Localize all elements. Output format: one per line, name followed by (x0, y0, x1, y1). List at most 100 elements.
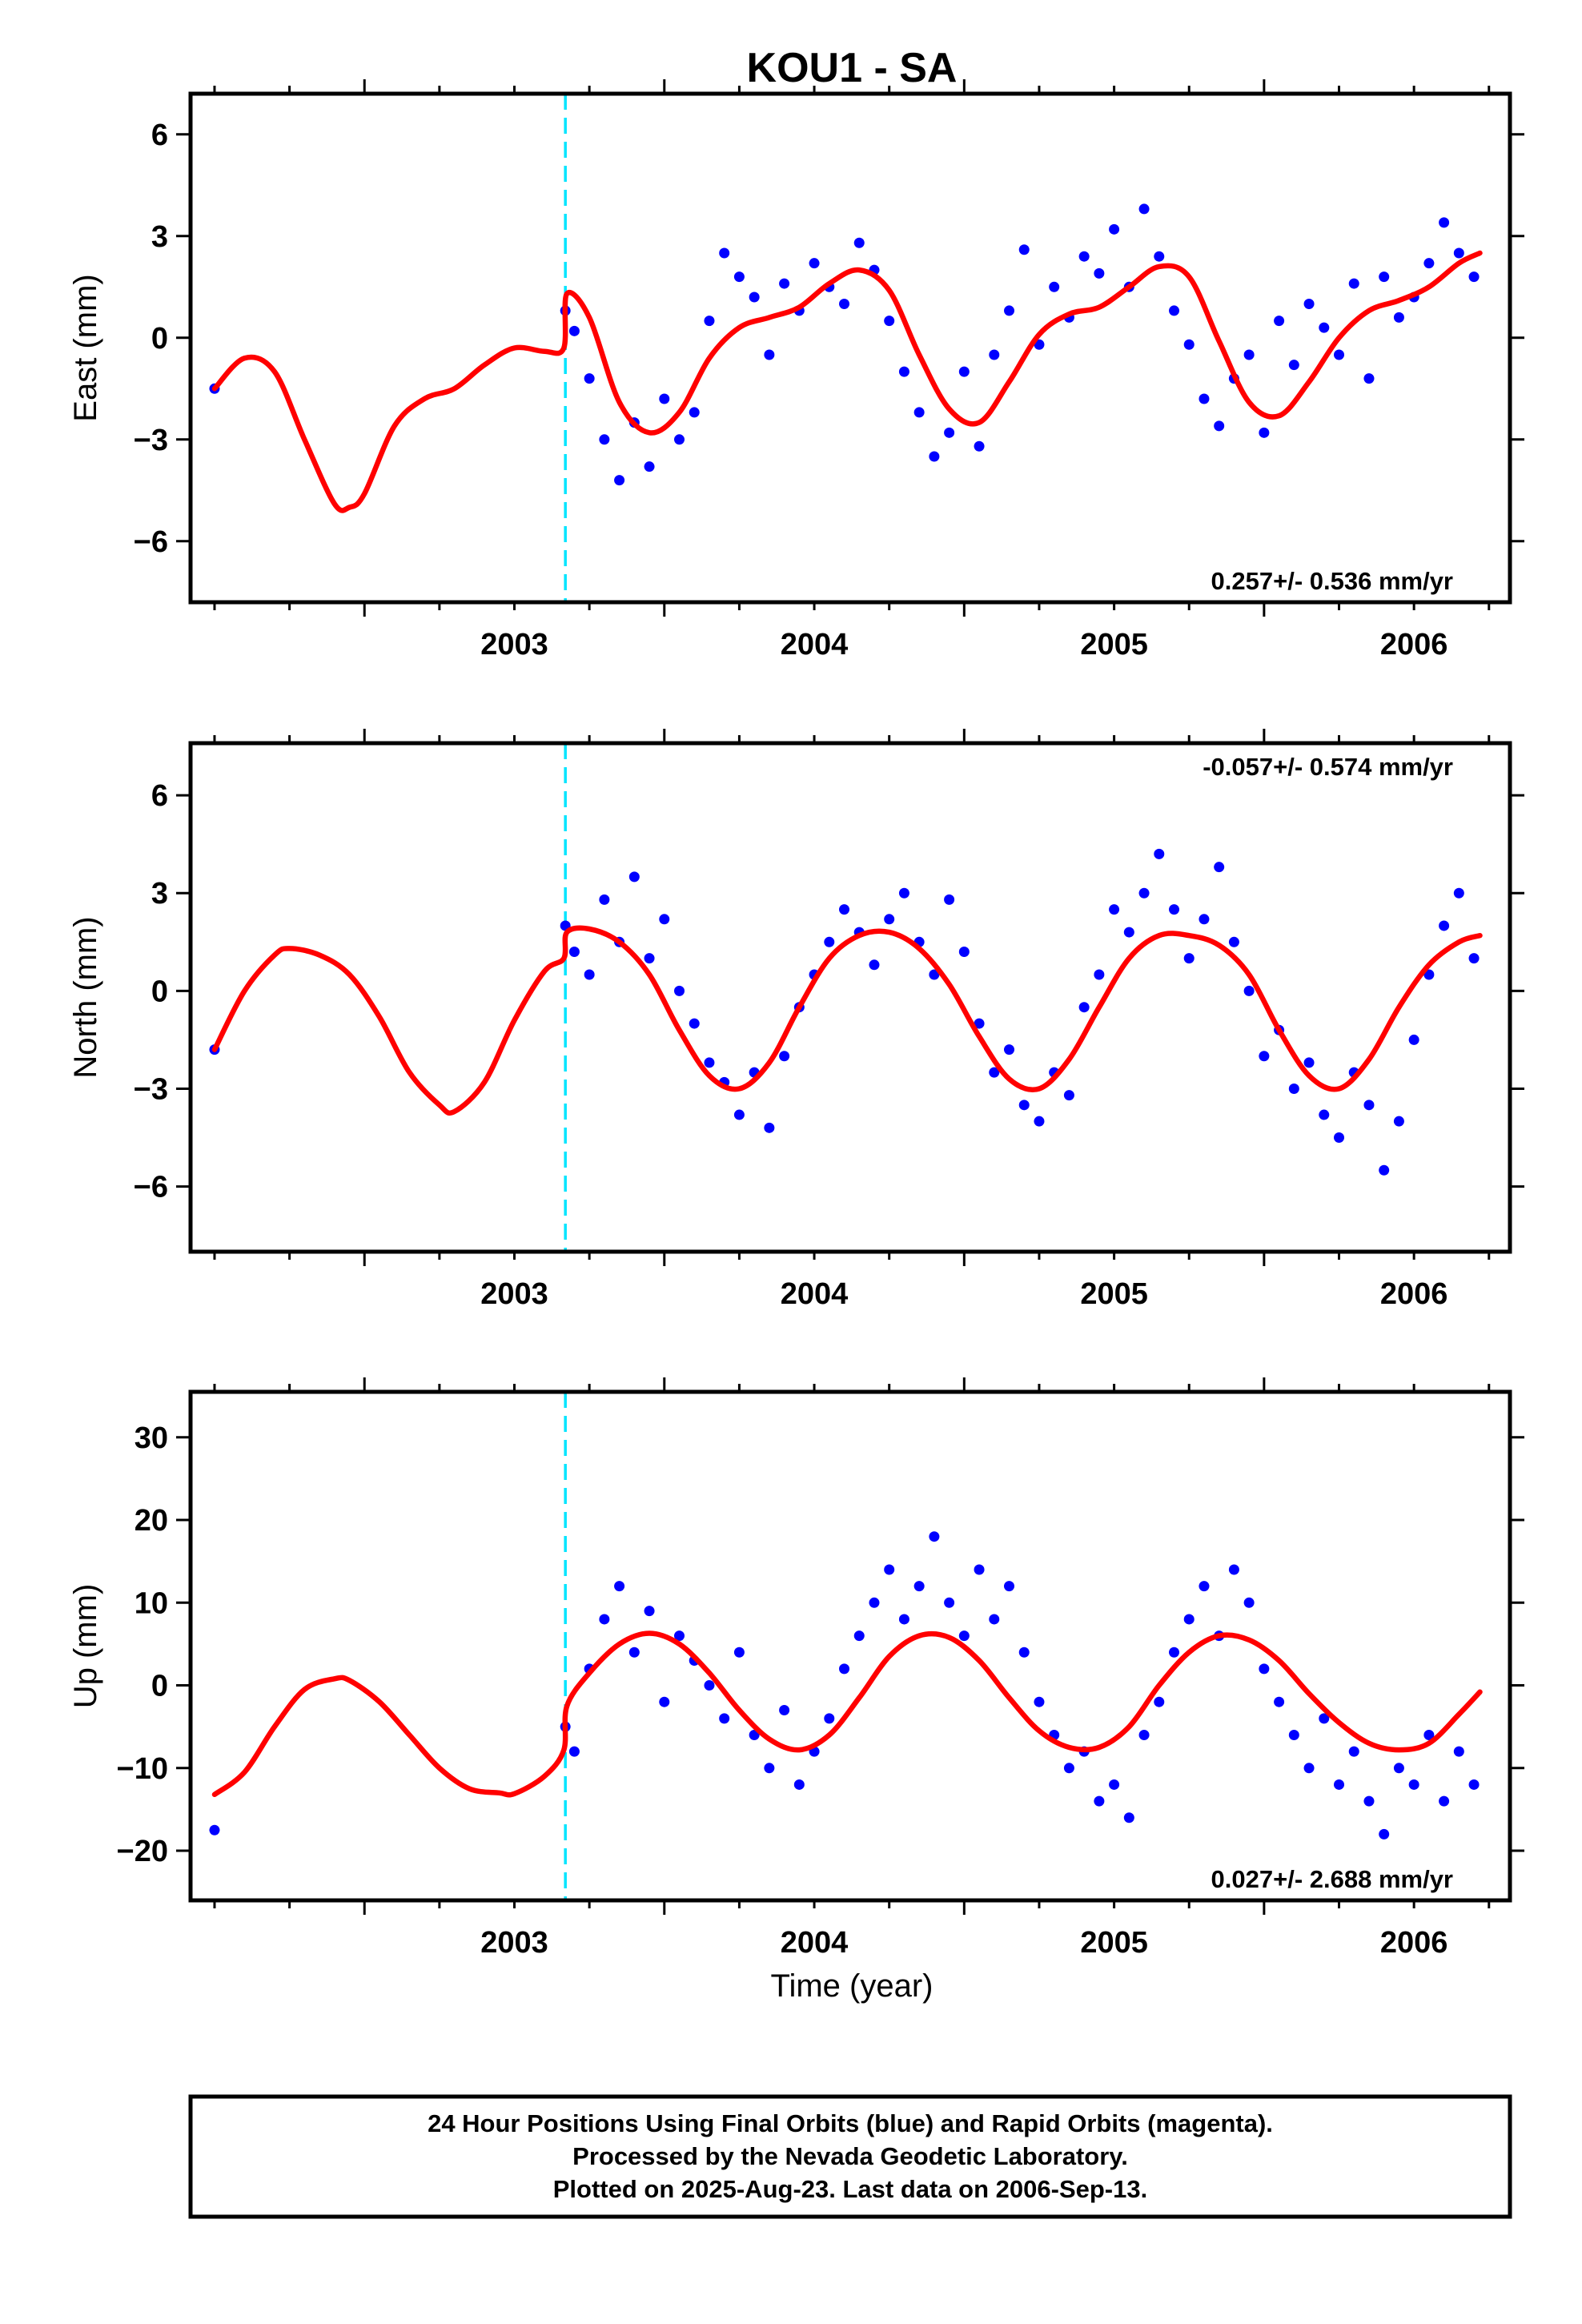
data-point (749, 292, 760, 303)
data-point (568, 325, 580, 336)
data-point (1228, 936, 1239, 947)
data-point (779, 1705, 790, 1716)
x-tick-label: 2006 (1380, 1277, 1448, 1311)
data-point (824, 936, 835, 947)
data-point (628, 871, 640, 883)
data-point (1259, 1663, 1270, 1675)
plot-frame (188, 1389, 1512, 1903)
data-point (1123, 927, 1134, 938)
data-point (958, 1630, 970, 1642)
data-point (659, 914, 670, 925)
y-tick-label: 6 (151, 779, 168, 813)
data-point (884, 1564, 895, 1575)
data-point (1393, 1763, 1404, 1774)
figure-title: KOU1 - SA (747, 45, 958, 91)
data-point (779, 278, 790, 289)
data-point (1094, 969, 1105, 980)
x-tick-label: 2003 (480, 628, 548, 661)
y-axis-label: Up (mm) (68, 1584, 103, 1709)
data-point (958, 947, 970, 958)
data-point (1004, 1581, 1015, 1592)
data-point (898, 366, 909, 377)
x-tick-label: 2006 (1380, 628, 1448, 661)
data-point (704, 316, 715, 327)
data-point (1063, 1763, 1074, 1774)
data-point (644, 953, 655, 964)
footer-box (188, 2094, 1512, 2219)
data-point (1078, 1002, 1090, 1013)
data-point (1348, 1746, 1359, 1757)
data-point (1243, 985, 1255, 996)
data-point (674, 434, 685, 445)
data-point (1169, 305, 1180, 316)
velocity-label: 0.027+/- 2.688 mm/yr (1211, 1865, 1453, 1893)
data-point (958, 366, 970, 377)
data-point (689, 1018, 700, 1029)
data-point (853, 1630, 865, 1642)
plot-frame (188, 91, 1512, 605)
data-point (1423, 1729, 1435, 1740)
x-tick-label: 2005 (1080, 628, 1148, 661)
data-point (1408, 1779, 1419, 1790)
data-point (1303, 298, 1315, 309)
model-curve (211, 925, 1483, 1116)
model-curve (211, 250, 1483, 513)
data-point (1274, 316, 1285, 327)
data-point (929, 969, 940, 980)
data-point (1363, 1100, 1375, 1111)
data-point (614, 475, 625, 486)
data-point (869, 959, 880, 971)
data-point (584, 373, 595, 384)
y-tick-label: −20 (117, 1835, 168, 1868)
data-point (974, 1564, 985, 1575)
data-point (1004, 1044, 1015, 1055)
y-tick-label: 3 (151, 220, 168, 254)
data-point (1199, 393, 1210, 404)
data-point (1109, 223, 1120, 235)
data-point (733, 1647, 745, 1658)
data-point (568, 947, 580, 958)
data-point (1199, 1581, 1210, 1592)
data-point (1123, 1812, 1134, 1823)
data-point (929, 1531, 940, 1542)
x-tick-label: 2003 (480, 1926, 548, 1960)
data-point (1334, 1132, 1345, 1144)
data-point (764, 1763, 775, 1774)
data-point (809, 258, 820, 269)
x-tick-label: 2004 (781, 1277, 849, 1311)
x-tick-label: 2006 (1380, 1926, 1448, 1960)
data-point (1109, 1779, 1120, 1790)
data-point (1138, 887, 1150, 899)
data-point (898, 1614, 909, 1625)
data-point (1034, 1116, 1045, 1127)
data-point (884, 914, 895, 925)
velocity-label: 0.257+/- 0.536 mm/yr (1211, 567, 1453, 595)
y-tick-label: −3 (134, 424, 168, 457)
data-point (733, 271, 745, 283)
data-point (1004, 305, 1015, 316)
data-point (793, 1779, 805, 1790)
y-tick-label: −3 (134, 1072, 168, 1106)
data-point (1379, 1164, 1390, 1176)
data-point (568, 1746, 580, 1757)
footer-line-2: Processed by the Nevada Geodetic Laborat… (572, 2142, 1128, 2170)
y-tick-label: 20 (135, 1504, 168, 1538)
data-point (1078, 251, 1090, 262)
data-point (1303, 1057, 1315, 1068)
data-point (1183, 1614, 1195, 1625)
data-point (1154, 251, 1165, 262)
data-point (1154, 848, 1165, 859)
data-point (1319, 322, 1330, 333)
data-point (1348, 278, 1359, 289)
data-point (1319, 1109, 1330, 1120)
data-point (1423, 258, 1435, 269)
data-point (1468, 271, 1480, 283)
data-point (1439, 920, 1450, 931)
y-tick-label: −6 (134, 525, 168, 559)
data-point (1228, 1564, 1239, 1575)
data-point (1439, 1795, 1450, 1807)
data-point (839, 904, 850, 915)
data-point (719, 1713, 730, 1724)
data-point (1049, 281, 1060, 292)
